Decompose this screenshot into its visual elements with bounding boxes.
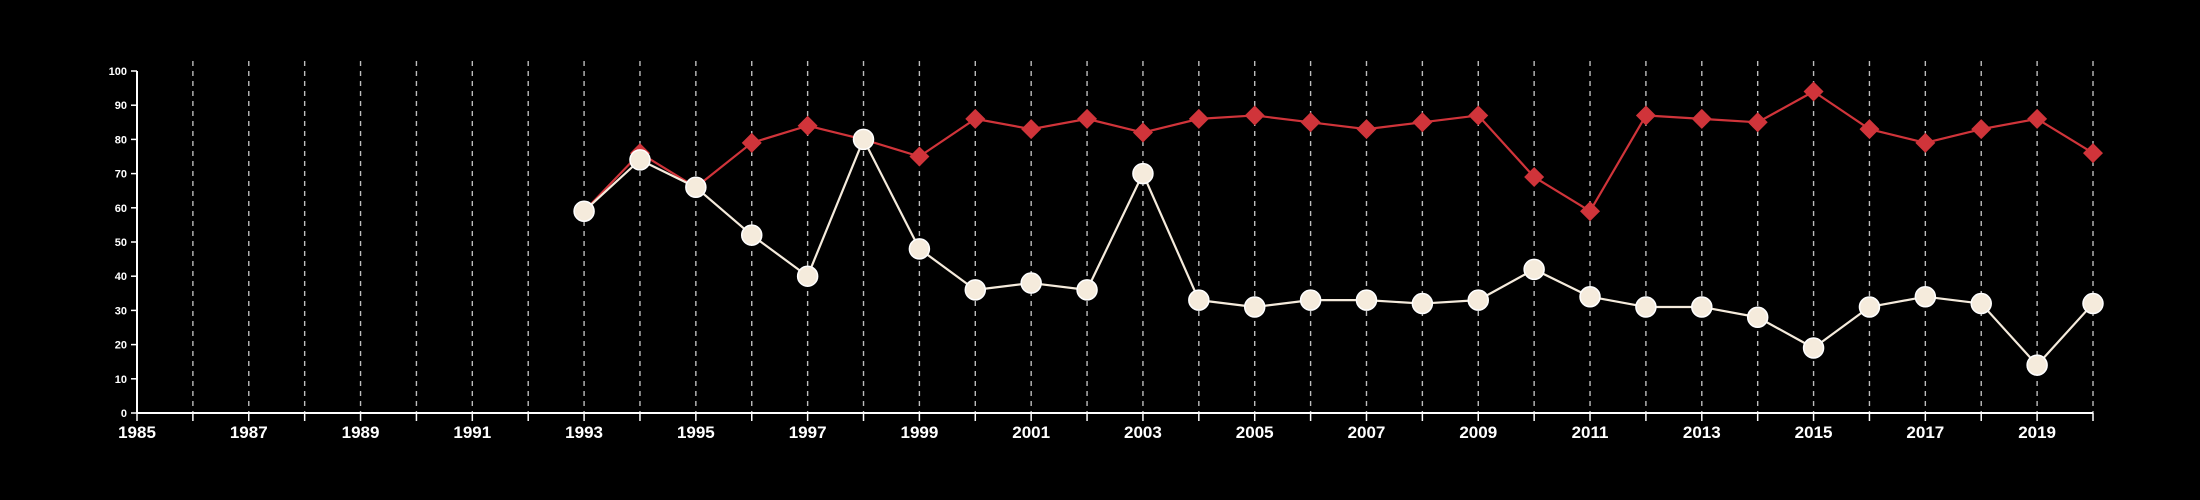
x-tick-label-2015: 2015 [1795, 423, 1833, 442]
series-2-point-2018 [1970, 292, 1992, 315]
series-2-point-2006 [1299, 289, 1322, 311]
series-1-point-2003 [1132, 122, 1153, 143]
series-2-point-1994 [629, 149, 651, 171]
series-2-point-2012 [1635, 296, 1657, 318]
series-2-point-2015 [1802, 337, 1825, 359]
series-2-point-2010 [1523, 258, 1545, 281]
y-tick-label-40: 40 [115, 271, 127, 283]
series-1-line [583, 90, 2094, 213]
x-tick-label-1985: 1985 [118, 423, 156, 442]
series-2-point-1993 [573, 200, 595, 222]
y-tick-label-60: 60 [115, 203, 127, 215]
series-1-point-2011 [1580, 201, 1601, 222]
x-tick-label-2009: 2009 [1459, 423, 1497, 442]
series-1-point-2002 [1077, 108, 1098, 129]
series-1 [574, 81, 2103, 222]
data-series [573, 81, 2104, 376]
y-tick-label-70: 70 [115, 169, 127, 181]
series-1-point-2005 [1244, 105, 1265, 126]
series-1-point-2014 [1747, 112, 1768, 133]
y-tick-label-100: 100 [109, 66, 127, 78]
x-tick-label-1987: 1987 [230, 423, 268, 442]
y-tick-label-10: 10 [115, 374, 127, 386]
series-2-point-2008 [1411, 292, 1434, 315]
series-2-point-1995 [685, 176, 707, 199]
x-tick-label-2011: 2011 [1572, 423, 1609, 442]
series-2-line [583, 138, 2094, 367]
series-1-point-2004 [1188, 108, 1209, 129]
series-2-point-2004 [1188, 289, 1210, 311]
y-tick-label-80: 80 [115, 134, 127, 146]
y-tick-label-20: 20 [115, 340, 127, 352]
series-1-point-2001 [1021, 119, 1042, 140]
x-tick-label-2007: 2007 [1348, 423, 1386, 442]
series-2-point-2013 [1691, 296, 1713, 318]
series-1-point-2012 [1635, 105, 1656, 126]
series-1-point-2007 [1356, 119, 1377, 140]
series-1-point-2006 [1300, 112, 1321, 133]
x-tick-label-2017: 2017 [1906, 423, 1944, 442]
series-2 [573, 128, 2104, 376]
series-2-point-1998 [852, 128, 875, 151]
series-2-point-2001 [1020, 272, 1042, 294]
series-2-point-2000 [964, 279, 987, 301]
x-tick-label-2005: 2005 [1236, 423, 1274, 442]
series-1-point-2000 [965, 108, 986, 129]
series-1-point-2013 [1691, 108, 1712, 129]
series-2-point-2019 [2026, 354, 2048, 376]
series-2-point-2009 [1467, 289, 1490, 311]
x-tick-label-1995: 1995 [677, 423, 715, 442]
y-tick-label-90: 90 [115, 100, 127, 112]
series-2-point-2002 [1076, 279, 1098, 301]
series-1-point-2018 [1971, 119, 1992, 140]
series-2-point-2011 [1579, 285, 1601, 308]
x-tick-label-1999: 1999 [900, 423, 938, 442]
series-1-point-2019 [2027, 108, 2048, 129]
series-2-point-1999 [908, 238, 931, 260]
x-tick-label-1991: 1991 [453, 423, 491, 442]
series-1-point-2020 [2083, 143, 2103, 164]
y-tick-label-50: 50 [115, 237, 127, 249]
series-2-point-2020 [2082, 292, 2104, 315]
series-1-point-2015 [1803, 81, 1824, 102]
series-1-point-2010 [1524, 167, 1545, 188]
series-2-point-2017 [1914, 285, 1937, 308]
series-1-point-1997 [797, 115, 818, 136]
x-tick-label-2001: 2001 [1012, 423, 1050, 442]
x-tick-label-1993: 1993 [565, 423, 603, 442]
series-1-point-2008 [1412, 112, 1433, 133]
series-1-point-2016 [1859, 119, 1880, 140]
series-2-point-2007 [1355, 289, 1378, 311]
series-1-point-2009 [1468, 105, 1489, 126]
y-tick-label-0: 0 [121, 408, 127, 420]
series-2-point-1997 [796, 265, 819, 287]
series-1-point-2017 [1915, 132, 1936, 153]
series-2-point-2003 [1132, 162, 1154, 185]
x-tick-label-2013: 2013 [1683, 423, 1721, 442]
axes: 0 10 20 30 40 50 60 70 80 90 100 1985 1987 1989 1991 19… [109, 66, 2094, 442]
series-1-point-1999 [909, 146, 930, 167]
x-tick-label-1989: 1989 [342, 423, 380, 442]
series-2-point-2014 [1746, 306, 1769, 328]
series-2-point-2005 [1243, 296, 1266, 318]
series-2-point-2016 [1858, 296, 1881, 318]
x-tick-label-2003: 2003 [1124, 423, 1162, 442]
x-tick-label-1997: 1997 [789, 423, 827, 442]
series-1-point-1996 [741, 132, 762, 153]
y-tick-label-30: 30 [115, 305, 127, 317]
x-tick-label-2019: 2019 [2018, 423, 2056, 442]
series-2-point-1996 [740, 224, 763, 246]
